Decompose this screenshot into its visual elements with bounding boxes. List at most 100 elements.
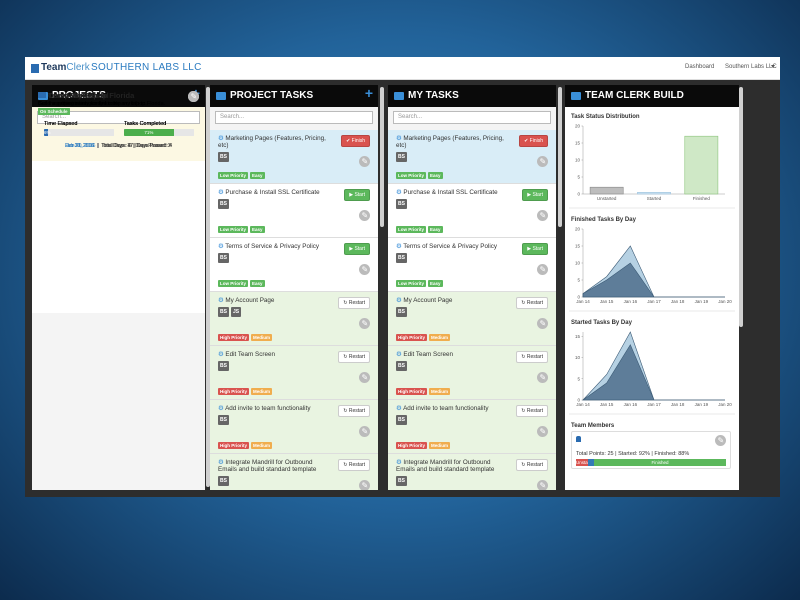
member-badge: BS (396, 199, 407, 209)
task-title: Marketing Pages (Features, Pricing, etc) (396, 135, 504, 149)
y-tick-label: 20 (575, 124, 581, 129)
edit-button[interactable] (359, 210, 370, 221)
edit-button[interactable] (359, 480, 370, 490)
edit-button[interactable] (359, 426, 370, 437)
task-row[interactable]: Marketing Pages (Features, Pricing, etc)… (388, 130, 556, 184)
member-badge: BS (396, 361, 407, 371)
edit-button[interactable] (359, 318, 370, 329)
bar (589, 186, 624, 195)
progress-fill: 6% (44, 129, 51, 136)
tag: Low Priority (218, 226, 249, 233)
action-button[interactable]: Start (344, 243, 370, 255)
task-members: BS (218, 412, 326, 425)
nav-link[interactable]: Dashboard (685, 64, 715, 70)
y-tick-label: 5 (577, 175, 580, 180)
y-tick-label: 5 (577, 278, 580, 283)
task-row[interactable]: Purchase & Install SSL Certificate BS Star… (388, 184, 556, 238)
y-tick-label: 10 (575, 355, 581, 360)
x-tick-label: Jan 17 (647, 299, 661, 304)
task-row[interactable]: My Account Page BS Restart High PriorityMed… (388, 292, 556, 346)
task-row[interactable]: Integrate Mandrill for Outbound Emails a… (388, 454, 556, 490)
task-title: Add invite to team functionality (396, 405, 504, 412)
task-tags: Low Priority Easy (396, 226, 445, 233)
search-input[interactable]: Search... (37, 111, 200, 124)
task-row[interactable]: Add invite to team functionality BS Restar… (210, 400, 378, 454)
project-card[interactable]: Client Workshop Get the presentation read… (32, 91, 205, 237)
edit-button[interactable] (359, 264, 370, 275)
progress-segment (588, 459, 594, 466)
add-button[interactable] (365, 85, 373, 101)
action-button[interactable]: Restart (338, 459, 370, 471)
action-button[interactable]: Restart (338, 297, 370, 309)
action-button[interactable]: Restart (516, 351, 548, 363)
edit-button[interactable] (537, 318, 548, 329)
project-stats: Total Days: 6 | Days Passed: 3 (102, 143, 171, 149)
panel-header: MY TASKS (388, 85, 556, 107)
edit-button[interactable] (359, 372, 370, 383)
x-tick-label: Jan 18 (671, 299, 685, 304)
scrollbar[interactable] (558, 87, 562, 227)
member-badge: BS (396, 415, 407, 425)
task-title: Edit Team Screen (218, 351, 326, 358)
y-tick-label: 15 (575, 334, 581, 339)
my-tasks-panel: MY TASKS Search... Marketing Pages (Feat… (388, 85, 556, 490)
action-button[interactable]: Start (522, 189, 548, 201)
edit-button[interactable] (188, 91, 199, 102)
panel-header: PROJECT TASKS (210, 85, 378, 107)
y-tick-label: 10 (575, 261, 581, 266)
action-button[interactable]: Start (522, 243, 548, 255)
brand[interactable]: TeamClerk (41, 62, 90, 73)
action-button[interactable]: Finish (341, 135, 370, 147)
scrollbar[interactable] (380, 87, 384, 227)
task-row[interactable]: My Account PageBSJSRestartHigh PriorityM… (210, 292, 378, 346)
edit-button[interactable] (537, 156, 548, 167)
task-row[interactable]: Purchase & Install SSL Certificate BS Star… (210, 184, 378, 238)
action-button[interactable]: Restart (516, 459, 548, 471)
search-input[interactable]: Search... (393, 111, 551, 124)
search-input[interactable]: Search... (215, 111, 373, 124)
tag: Easy (428, 172, 443, 179)
task-title: Add invite to team functionality (218, 405, 326, 412)
tag: Low Priority (218, 280, 249, 287)
tag: High Priority (396, 388, 428, 395)
scrollbar[interactable] (739, 87, 743, 327)
project-card[interactable]: Company Trip to Florida Get everything re… (32, 91, 205, 313)
task-list: Marketing Pages (Features, Pricing, etc)… (388, 130, 556, 490)
action-button[interactable]: Restart (516, 297, 548, 309)
task-row[interactable]: Edit Team Screen BS Restart High PriorityMe… (388, 346, 556, 400)
task-tags: High Priority Medium (218, 388, 274, 395)
action-button[interactable]: Restart (338, 405, 370, 417)
scrollbar[interactable] (206, 87, 210, 487)
task-row[interactable]: Terms of Service & Privacy Policy BS Start… (388, 238, 556, 292)
edit-button[interactable] (537, 480, 548, 490)
member-badge: BS (218, 307, 229, 317)
task-row[interactable]: Marketing Pages (Features, Pricing, etc)… (210, 130, 378, 184)
action-button[interactable]: Restart (338, 351, 370, 363)
y-tick-label: 0 (577, 398, 580, 403)
member-badge: BS (218, 361, 229, 371)
edit-button[interactable] (537, 426, 548, 437)
company-name: SOUTHERN LABS LLC (91, 62, 202, 73)
logo-icon (31, 64, 39, 73)
task-members: BS (396, 250, 504, 263)
divider (97, 143, 99, 149)
nav-dropdown[interactable]: Southern Labs LLC (725, 64, 777, 70)
action-button[interactable]: Start (344, 189, 370, 201)
task-row[interactable]: Terms of Service & Privacy Policy BS Start… (210, 238, 378, 292)
section-title: Team Members (571, 423, 615, 429)
action-button[interactable]: Restart (516, 405, 548, 417)
edit-button[interactable] (715, 435, 726, 446)
task-row[interactable]: Add invite to team functionality BS Restar… (388, 400, 556, 454)
edit-button[interactable] (537, 372, 548, 383)
tag: Easy (250, 280, 265, 287)
edit-button[interactable] (537, 264, 548, 275)
task-row[interactable]: Edit Team Screen BS Restart High PriorityMe… (210, 346, 378, 400)
task-members: BS (218, 358, 326, 371)
tag: Medium (251, 334, 273, 341)
edit-button[interactable] (537, 210, 548, 221)
edit-button[interactable] (359, 156, 370, 167)
tag: Medium (251, 442, 273, 449)
x-tick-label: Jan 14 (576, 402, 590, 407)
task-row[interactable]: Integrate Mandrill for Outbound Emails a… (210, 454, 378, 490)
action-button[interactable]: Finish (519, 135, 548, 147)
